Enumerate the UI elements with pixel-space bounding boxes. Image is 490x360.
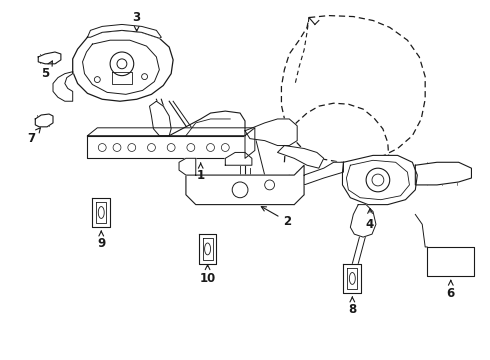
Polygon shape	[203, 238, 213, 260]
Polygon shape	[179, 158, 196, 175]
Text: 10: 10	[199, 265, 216, 285]
Text: 1: 1	[196, 163, 205, 181]
Text: 8: 8	[348, 297, 356, 316]
Polygon shape	[38, 52, 61, 64]
Polygon shape	[245, 128, 255, 158]
Polygon shape	[35, 114, 53, 127]
Polygon shape	[427, 247, 474, 276]
Text: 4: 4	[366, 209, 374, 231]
Text: 6: 6	[447, 280, 455, 300]
Polygon shape	[343, 264, 361, 293]
Circle shape	[372, 174, 384, 186]
Circle shape	[95, 77, 100, 82]
Polygon shape	[343, 156, 417, 204]
Polygon shape	[245, 119, 297, 145]
Circle shape	[187, 144, 195, 152]
Text: 7: 7	[27, 128, 41, 145]
Polygon shape	[277, 145, 324, 168]
Polygon shape	[225, 152, 252, 165]
Circle shape	[366, 168, 390, 192]
Text: 3: 3	[133, 11, 141, 31]
Polygon shape	[53, 72, 73, 101]
Polygon shape	[199, 234, 217, 264]
Polygon shape	[73, 30, 173, 101]
Polygon shape	[350, 204, 376, 237]
Circle shape	[207, 144, 215, 152]
Polygon shape	[88, 136, 245, 158]
Text: 2: 2	[261, 207, 292, 228]
Polygon shape	[347, 267, 357, 289]
Polygon shape	[416, 162, 471, 185]
Circle shape	[110, 52, 134, 76]
Text: 9: 9	[97, 231, 105, 251]
Circle shape	[98, 144, 106, 152]
Polygon shape	[93, 198, 110, 227]
Polygon shape	[112, 72, 132, 84]
Polygon shape	[149, 101, 171, 136]
Polygon shape	[186, 165, 304, 204]
Polygon shape	[97, 202, 106, 223]
Circle shape	[221, 144, 229, 152]
Circle shape	[265, 180, 274, 190]
Circle shape	[142, 74, 147, 80]
Polygon shape	[88, 128, 255, 136]
Circle shape	[113, 144, 121, 152]
Circle shape	[117, 59, 127, 69]
Polygon shape	[88, 24, 161, 38]
Circle shape	[128, 144, 136, 152]
Polygon shape	[304, 162, 343, 185]
Circle shape	[232, 182, 248, 198]
Circle shape	[167, 144, 175, 152]
Circle shape	[147, 144, 155, 152]
Text: 5: 5	[41, 61, 52, 80]
